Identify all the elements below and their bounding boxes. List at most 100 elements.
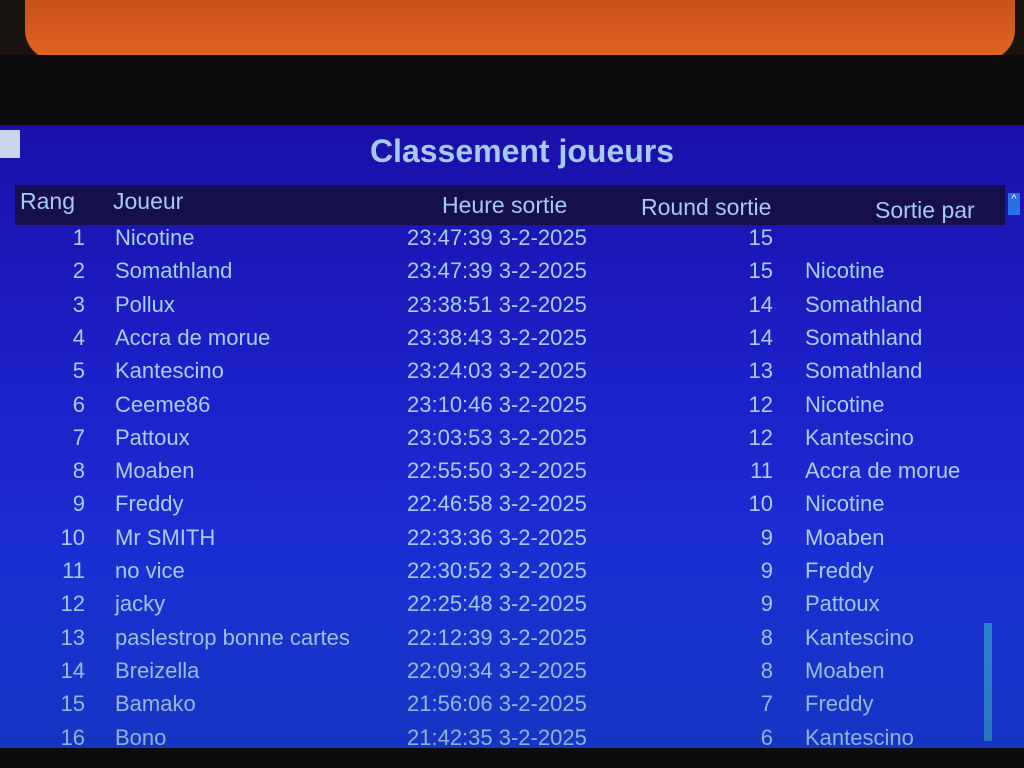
cell-rank: 4 [72, 324, 85, 350]
header-rank[interactable]: Rang [20, 188, 75, 214]
header-round[interactable]: Round sortie [641, 194, 772, 220]
cell-by: Nicotine [805, 491, 885, 517]
header-time[interactable]: Heure sortie [442, 192, 568, 218]
cell-time: 23:47:39 3-2-2025 [407, 225, 587, 250]
header-player[interactable]: Joueur [113, 188, 184, 214]
header-by[interactable]: Sortie par [875, 197, 975, 223]
table-row[interactable]: 6 Ceeme86 23:10:46 3-2-2025 12 Nicotine [0, 392, 1000, 425]
cell-by: Freddy [805, 558, 874, 583]
page-title: Classement joueurs [369, 133, 675, 169]
cell-round: 14 [748, 324, 773, 350]
cell-round: 10 [748, 491, 773, 517]
cell-rank: 7 [72, 424, 85, 450]
cell-by: Nicotine [805, 391, 885, 417]
cell-time: 22:12:39 3-2-2025 [407, 624, 587, 650]
cell-by: Moaben [805, 524, 885, 550]
cell-round: 14 [748, 291, 773, 317]
cell-by: Nicotine [805, 258, 885, 284]
cell-rank: 15 [60, 691, 85, 717]
cell-round: 15 [748, 225, 773, 250]
cell-time: 22:55:50 3-2-2025 [407, 458, 587, 484]
cell-player: jacky [115, 591, 166, 617]
cell-time: 23:47:39 3-2-2025 [407, 258, 587, 284]
cell-player: Accra de morue [115, 324, 271, 350]
cell-rank: 2 [72, 258, 85, 284]
cell-rank: 1 [72, 225, 85, 250]
table-row[interactable]: 5 Kantescino 23:24:03 3-2-2025 13 Somathland [0, 358, 1000, 391]
cell-rank: 6 [72, 391, 85, 417]
cell-player: Freddy [115, 491, 184, 517]
cell-time: 23:38:43 3-2-2025 [407, 324, 587, 350]
cell-rank: 10 [60, 524, 85, 550]
scrollbar[interactable] [984, 623, 992, 741]
table-row[interactable]: 14 Breizella 22:09:34 3-2-2025 8 Moaben [0, 658, 1000, 691]
ranking-window: Classement joueurs Rang Joueur Heure sor… [0, 125, 1024, 748]
table-row[interactable]: 12 jacky 22:25:48 3-2-2025 9 Pattoux [0, 591, 1000, 624]
table-row[interactable]: 13 paslestrop bonne cartes 22:12:39 3-2-20… [0, 625, 1000, 658]
cell-by: Somathland [805, 358, 923, 384]
cell-round: 13 [748, 358, 773, 384]
cell-rank: 5 [72, 358, 85, 384]
cell-rank: 13 [60, 624, 85, 650]
cell-by: Freddy [805, 691, 874, 717]
cell-time: 23:03:53 3-2-2025 [407, 424, 587, 450]
cell-player: Nicotine [115, 225, 195, 250]
cell-time: 22:25:48 3-2-2025 [407, 591, 587, 617]
cell-by: Accra de morue [805, 458, 961, 484]
chevron-up-icon[interactable]: ^ [1008, 193, 1020, 215]
cell-player: Bono [115, 724, 167, 749]
cell-by: Kantescino [805, 624, 914, 650]
cell-rank: 3 [72, 291, 85, 317]
table-row[interactable]: 1 Nicotine 23:47:39 3-2-2025 15 [0, 225, 1000, 258]
cell-player: Pollux [115, 291, 175, 317]
cell-player: paslestrop bonne cartes [115, 624, 350, 650]
cell-player: Ceeme86 [115, 391, 211, 417]
cell-time: 22:33:36 3-2-2025 [407, 524, 587, 550]
cell-time: 22:46:58 3-2-2025 [407, 491, 587, 517]
cell-player: Mr SMITH [115, 524, 216, 550]
cell-rank: 16 [60, 724, 85, 749]
cell-time: 21:42:35 3-2-2025 [407, 724, 587, 749]
table-row[interactable]: 10 Mr SMITH 22:33:36 3-2-2025 9 Moaben [0, 525, 1000, 558]
cell-rank: 12 [60, 591, 85, 617]
cell-round: 11 [750, 458, 773, 484]
cell-round: 8 [760, 624, 773, 650]
cell-player: no vice [115, 558, 185, 583]
cell-round: 12 [748, 424, 773, 450]
table-row[interactable]: 16 Bono 21:42:35 3-2-2025 6 Kantescino [0, 725, 1000, 749]
cell-by: Pattoux [805, 591, 880, 617]
table-row[interactable]: 2 Somathland 23:47:39 3-2-2025 15 Nicotine [0, 258, 1000, 291]
table-row[interactable]: 11 no vice 22:30:52 3-2-2025 9 Freddy [0, 558, 1000, 591]
cell-rank: 9 [72, 491, 85, 517]
cell-player: Somathland [115, 258, 233, 284]
table-row[interactable]: 7 Pattoux 23:03:53 3-2-2025 12 Kantescino [0, 425, 1000, 458]
cell-rank: 14 [60, 657, 85, 683]
cell-round: 9 [760, 524, 773, 550]
cell-by: Moaben [805, 657, 885, 683]
cell-round: 12 [748, 391, 773, 417]
table-row[interactable]: 3 Pollux 23:38:51 3-2-2025 14 Somathland [0, 292, 1000, 325]
table-row[interactable]: 4 Accra de morue 23:38:43 3-2-2025 14 Somath… [0, 325, 1000, 358]
cell-time: 23:10:46 3-2-2025 [407, 391, 587, 417]
cell-by: Kantescino [805, 424, 914, 450]
cell-round: 8 [760, 657, 773, 683]
cell-round: 6 [760, 724, 773, 749]
cell-time: 22:30:52 3-2-2025 [407, 558, 587, 583]
cell-time: 22:09:34 3-2-2025 [407, 657, 587, 683]
cell-round: 9 [760, 558, 773, 583]
cell-by: Somathland [805, 324, 923, 350]
cell-by: Kantescino [805, 724, 914, 749]
table-row[interactable]: 15 Bamako 21:56:06 3-2-2025 7 Freddy [0, 691, 1000, 724]
table-header: Rang Joueur Heure sortie Round sortie So… [15, 185, 1005, 225]
window-menu-icon[interactable] [0, 130, 20, 158]
cell-player: Pattoux [115, 424, 190, 450]
table-row[interactable]: 8 Moaben 22:55:50 3-2-2025 11 Accra de morue [0, 458, 1000, 491]
cell-round: 15 [748, 258, 773, 284]
cell-player: Breizella [115, 657, 200, 683]
cell-player: Kantescino [115, 358, 224, 384]
background-object [25, 0, 1015, 60]
cell-time: 23:38:51 3-2-2025 [407, 291, 587, 317]
cell-time: 21:56:06 3-2-2025 [407, 691, 587, 717]
table-row[interactable]: 9 Freddy 22:46:58 3-2-2025 10 Nicotine [0, 491, 1000, 524]
cell-time: 23:24:03 3-2-2025 [407, 358, 587, 384]
